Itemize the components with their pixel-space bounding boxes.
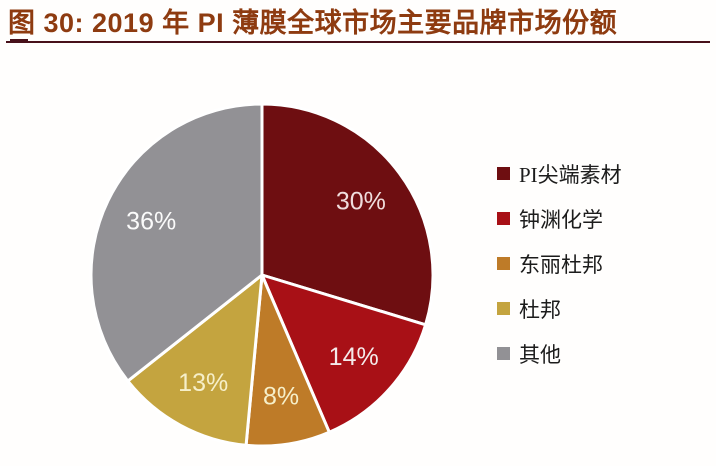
pie-slice-0 [260, 102, 435, 327]
pie-slice-4 [89, 102, 264, 383]
pie-slice-1 [260, 273, 428, 434]
legend-label: 钟渊化学 [519, 207, 603, 232]
legend-item: PI尖端素材 [497, 160, 622, 187]
pie-slice-label: 13% [178, 369, 228, 397]
figure-title: 图 30: 2019 年 PI 薄膜全球市场主要品牌市场份额 [8, 8, 618, 38]
legend-label: 东丽杜邦 [519, 252, 603, 277]
pie-slice-label: 8% [263, 383, 299, 411]
pie-slice-label: 14% [329, 343, 379, 371]
pie-slice-label: 30% [336, 188, 386, 216]
legend-item: 钟渊化学 [497, 205, 622, 232]
pie-slice-3 [126, 273, 264, 447]
chart-legend: PI尖端素材 钟渊化学 东丽杜邦 杜邦 其他 [497, 160, 622, 367]
legend-swatch [497, 302, 510, 315]
legend-label: 杜邦 [519, 297, 561, 322]
legend-label: PI尖端素材 [519, 162, 622, 187]
legend-swatch [497, 257, 510, 270]
legend-item: 其他 [497, 340, 622, 367]
title-divider-tick [10, 39, 28, 43]
pie-slice-label: 36% [126, 207, 176, 235]
title-divider [6, 41, 710, 43]
legend-item: 杜邦 [497, 295, 622, 322]
legend-swatch [497, 167, 510, 180]
legend-swatch [497, 347, 510, 360]
legend-label: 其他 [519, 342, 561, 367]
legend-swatch [497, 212, 510, 225]
legend-item: 东丽杜邦 [497, 250, 622, 277]
